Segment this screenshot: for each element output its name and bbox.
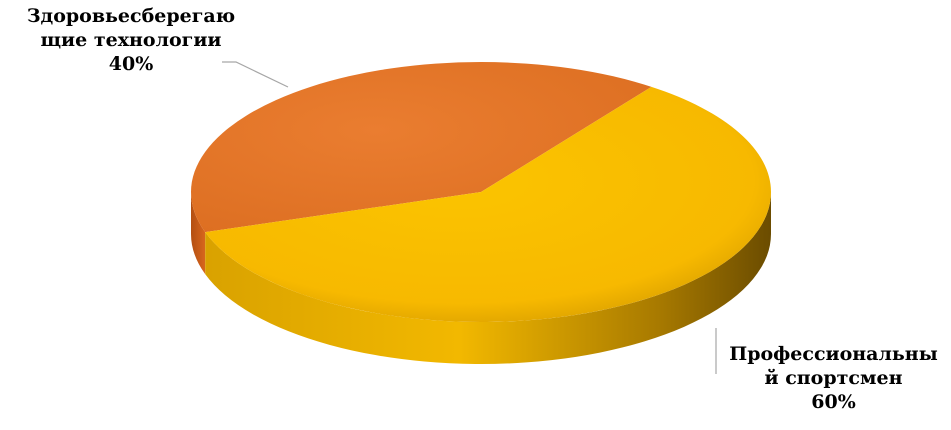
slice-percent: 60% [811,391,856,413]
leader-line-0 [222,61,289,88]
slice-label-pro-athlete: Профессиональны й спортсмен 60% [716,342,951,414]
pie-side-layer [191,192,771,365]
pie-side-0 [191,192,206,275]
slice-name-line-1: Профессиональны [729,343,938,365]
pie-slice-1 [205,86,771,323]
pie-side-1 [205,192,771,365]
slice-name-line-2: й спортсмен [764,367,903,389]
pie-top-layer [190,62,771,323]
slice-name-line-1: Здоровьесберегаю [26,5,236,27]
leader-lines [222,61,717,374]
pie-slice-0 [190,62,652,233]
slice-name-line-2: щие технологии [40,29,222,51]
slice-label-health-tech: Здоровьесберегаю щие технологии 40% [0,4,262,76]
slice-percent: 40% [108,53,154,75]
